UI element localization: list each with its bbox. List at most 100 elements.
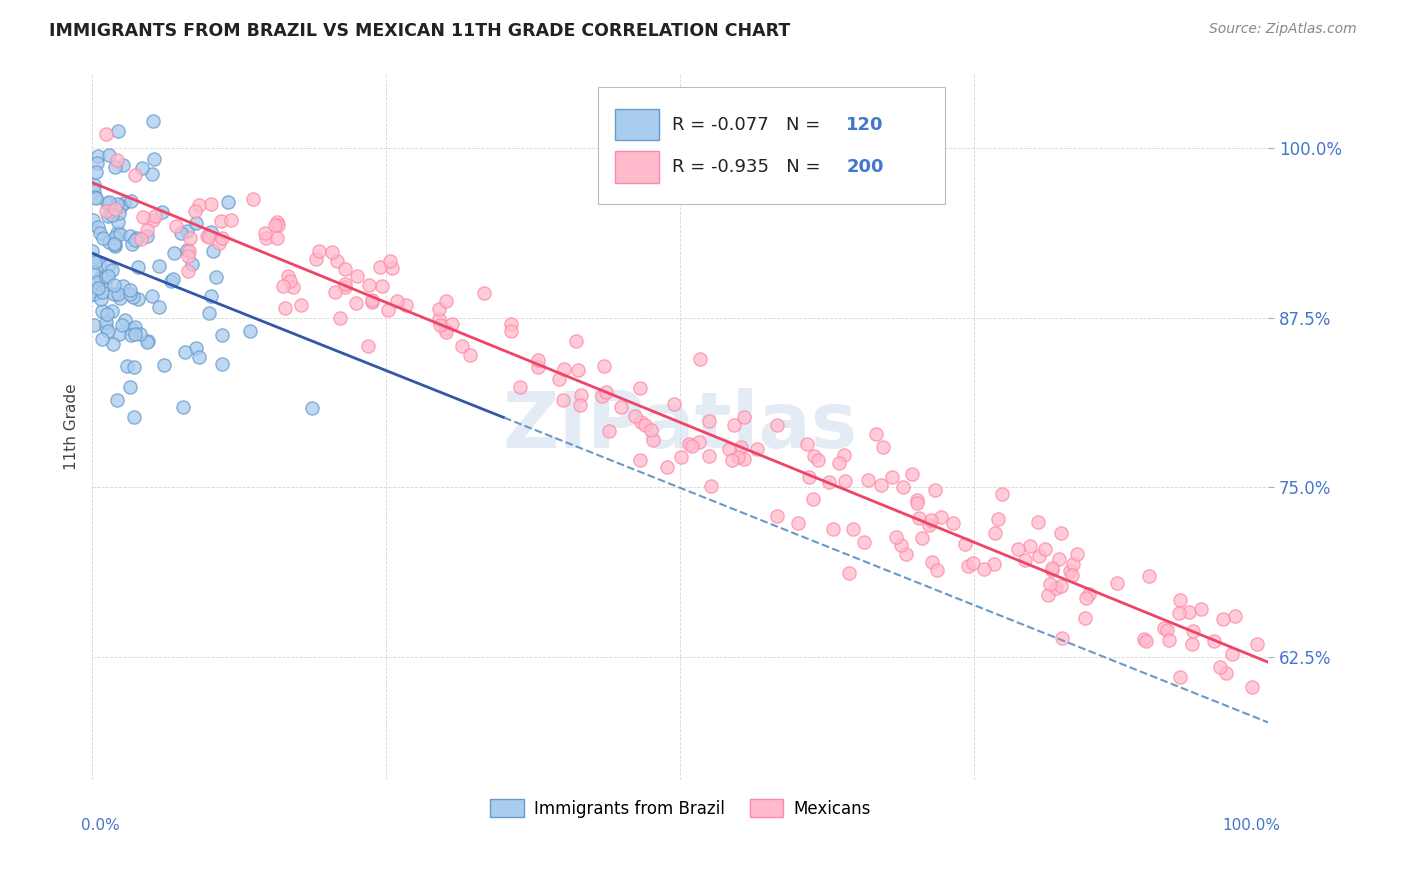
Point [987,512,1010,526]
Point [1220,648,1243,662]
Point [112,196,135,211]
Point [564,334,586,348]
Point [1073,611,1095,625]
Text: 120: 120 [846,116,884,134]
Point [211,230,233,244]
Point [1135,634,1157,648]
Point [983,557,1005,571]
Point [118,287,141,301]
Point [121,290,143,304]
Point [273,301,295,315]
Point [1246,637,1268,651]
Point [1223,608,1246,623]
Point [501,324,523,338]
Point [97,259,120,273]
Point [103,337,125,351]
Point [526,359,548,374]
Point [1066,547,1088,561]
Point [962,556,984,570]
Point [84,254,107,268]
Point [266,214,288,228]
Point [97,209,120,223]
Point [890,538,912,552]
Text: 100.0%: 100.0% [1222,819,1279,833]
Point [148,259,170,273]
Point [278,274,301,288]
Point [799,470,821,484]
Point [321,245,343,260]
Point [177,244,200,258]
Point [94,277,117,292]
Point [1167,606,1189,620]
Point [211,327,233,342]
Point [184,341,207,355]
Point [176,249,198,263]
Point [634,417,657,432]
Point [96,307,118,321]
Point [821,522,844,536]
Point [184,204,207,219]
Point [745,442,768,456]
Point [170,226,193,240]
Point [107,326,129,341]
Point [595,385,617,400]
Point [458,348,481,362]
Point [186,216,208,230]
Point [121,236,143,251]
Point [114,313,136,327]
Point [124,319,146,334]
Point [370,260,392,274]
Point [176,224,198,238]
Point [172,400,194,414]
Point [82,286,104,301]
Point [378,253,401,268]
Point [127,231,149,245]
Point [101,208,124,222]
Point [87,281,110,295]
Point [103,236,125,251]
Point [271,278,294,293]
Point [105,153,128,167]
Point [188,198,211,212]
Text: R = -0.077   N =: R = -0.077 N = [672,116,827,134]
Point [84,165,107,179]
Point [434,294,457,309]
Point [1050,579,1073,593]
Point [509,380,531,394]
Point [803,449,825,463]
Legend: Immigrants from Brazil, Mexicans: Immigrants from Brazil, Mexicans [484,793,877,824]
Point [97,148,120,162]
Point [1181,624,1204,639]
Point [628,380,651,394]
Text: IMMIGRANTS FROM BRAZIL VS MEXICAN 11TH GRADE CORRELATION CHART: IMMIGRANTS FROM BRAZIL VS MEXICAN 11TH G… [49,22,790,40]
Point [91,231,114,245]
Point [129,327,152,342]
Point [591,389,613,403]
Point [901,467,924,481]
FancyBboxPatch shape [614,152,659,183]
Point [733,451,755,466]
Point [429,301,451,316]
Point [266,231,288,245]
Point [880,470,903,484]
Point [104,238,127,252]
Point [973,561,995,575]
Point [135,334,157,349]
Point [1240,680,1263,694]
Point [385,294,408,309]
Point [83,185,105,199]
Point [217,194,239,209]
Text: ZIPatlas: ZIPatlas [503,388,858,465]
Point [329,311,352,326]
Point [733,410,755,425]
Point [718,442,741,456]
Point [924,483,946,498]
Point [87,148,110,162]
Point [359,277,381,292]
Point [108,206,131,220]
Point [1060,567,1083,582]
Point [870,478,893,492]
Point [100,303,122,318]
Point [308,244,330,258]
Point [474,286,496,301]
